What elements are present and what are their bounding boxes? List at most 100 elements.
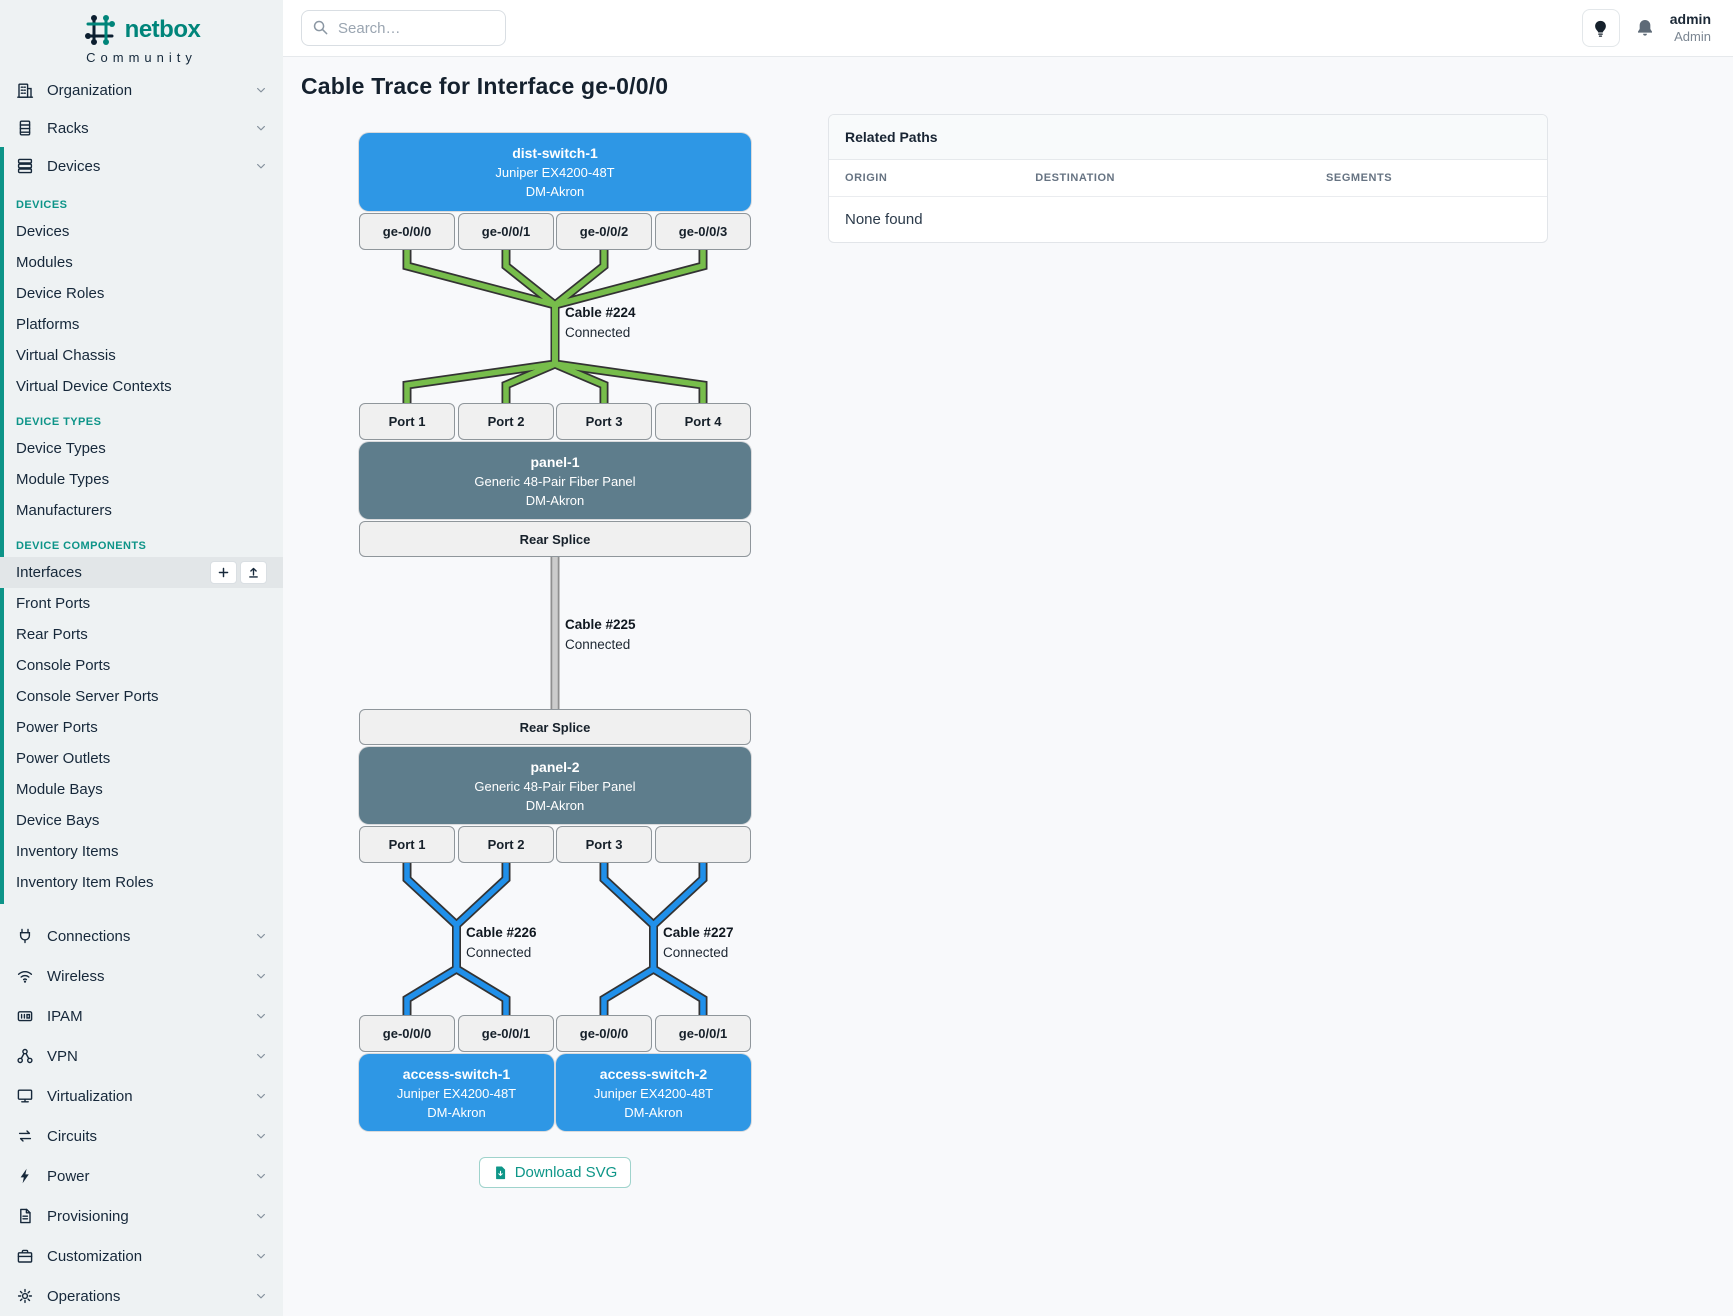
interface-box[interactable]: ge-0/0/2 xyxy=(556,213,652,250)
device-node-dist-switch-1[interactable]: dist-switch-1 Juniper EX4200-48T DM-Akro… xyxy=(359,133,751,211)
rear-splice-box[interactable]: Rear Splice xyxy=(359,521,751,557)
chevron-down-icon xyxy=(255,1170,267,1182)
section-title-device-components: DEVICE COMPONENTS xyxy=(16,540,147,552)
sidebar-item-vpn[interactable]: VPN xyxy=(0,1036,283,1076)
sidebar-item-power[interactable]: Power xyxy=(0,1156,283,1196)
section-title-devices: DEVICES xyxy=(16,199,68,211)
sidebar-item-inventory-item-roles[interactable]: Inventory Item Roles xyxy=(16,874,154,891)
sidebar-item-organization[interactable]: Organization xyxy=(0,71,283,109)
sidebar-item-module-bays[interactable]: Module Bays xyxy=(16,781,103,798)
briefcase-icon xyxy=(16,1247,34,1265)
device-node-access-switch-1[interactable]: access-switch-1 Juniper EX4200-48T DM-Ak… xyxy=(359,1054,554,1131)
bolt-icon xyxy=(16,1167,34,1185)
sidebar-item-devices[interactable]: Devices xyxy=(0,147,283,185)
interface-box[interactable]: ge-0/0/0 xyxy=(556,1015,652,1052)
interface-box[interactable]: ge-0/0/0 xyxy=(359,1015,455,1052)
sidebar-item-module-types[interactable]: Module Types xyxy=(16,471,110,488)
front-port-box[interactable]: Port 2 xyxy=(458,403,554,440)
sidebar-item-virtualization[interactable]: Virtualization xyxy=(0,1076,283,1116)
devices-expanded-group: Devices DEVICES Devices Modules Device R… xyxy=(0,147,283,904)
front-port-box[interactable]: Port 3 xyxy=(556,826,652,863)
sidebar-item-device-roles[interactable]: Device Roles xyxy=(16,285,105,302)
sidebar-item-platforms[interactable]: Platforms xyxy=(16,316,80,333)
front-port-box[interactable]: Port 4 xyxy=(655,403,751,440)
front-port-box[interactable] xyxy=(655,826,751,863)
sidebar-item-virtual-device-contexts[interactable]: Virtual Device Contexts xyxy=(16,378,172,395)
chevron-down-icon xyxy=(255,84,267,96)
sidebar-item-circuits[interactable]: Circuits xyxy=(0,1116,283,1156)
device-node-panel-1[interactable]: panel-1 Generic 48-Pair Fiber Panel DM-A… xyxy=(359,442,751,519)
file-icon xyxy=(493,1165,508,1180)
sidebar-item-inventory-items[interactable]: Inventory Items xyxy=(16,843,119,860)
front-port-box[interactable]: Port 3 xyxy=(556,403,652,440)
cable-label-227[interactable]: Cable #227 Connected xyxy=(663,925,734,960)
sidebar-item-console-server-ports[interactable]: Console Server Ports xyxy=(16,688,159,705)
search-input[interactable] xyxy=(301,10,506,46)
chevron-down-icon xyxy=(255,1090,267,1102)
document-icon xyxy=(16,1207,34,1225)
sidebar-item-devices-list[interactable]: Devices xyxy=(16,223,70,240)
gear-icon xyxy=(16,1287,34,1305)
interface-box[interactable]: ge-0/0/1 xyxy=(458,213,554,250)
brand-community-label: Community xyxy=(86,50,197,65)
sidebar-item-device-bays[interactable]: Device Bays xyxy=(16,812,100,829)
import-interfaces-button[interactable] xyxy=(240,561,267,584)
building-icon xyxy=(16,81,34,99)
user-menu[interactable]: admin Admin xyxy=(1670,11,1711,45)
device-node-panel-2[interactable]: panel-2 Generic 48-Pair Fiber Panel DM-A… xyxy=(359,747,751,824)
sidebar-item-connections[interactable]: Connections xyxy=(0,916,283,956)
sidebar-item-wireless[interactable]: Wireless xyxy=(0,956,283,996)
download-svg-button[interactable]: Download SVG xyxy=(478,1157,632,1188)
sidebar-item-console-ports[interactable]: Console Ports xyxy=(16,657,111,674)
column-header-destination: DESTINATION xyxy=(1019,160,1311,197)
column-header-segments: SEGMENTS xyxy=(1310,160,1547,197)
upload-icon xyxy=(247,566,260,579)
netbox-logo[interactable]: netbox Community xyxy=(0,0,283,71)
interface-box[interactable]: ge-0/0/3 xyxy=(655,213,751,250)
sidebar-item-device-types[interactable]: Device Types xyxy=(16,440,106,457)
cable-227-lines xyxy=(599,860,708,1018)
cable-label-225[interactable]: Cable #225 Connected xyxy=(565,617,636,652)
server-stack-icon xyxy=(16,157,34,175)
cable-trace-diagram: dist-switch-1 Juniper EX4200-48T DM-Akro… xyxy=(359,133,751,1188)
sidebar-item-modules[interactable]: Modules xyxy=(16,254,73,271)
add-interface-button[interactable] xyxy=(210,561,237,584)
empty-state-text: None found xyxy=(845,211,923,228)
front-port-box[interactable]: Port 1 xyxy=(359,403,455,440)
front-port-box[interactable]: Port 1 xyxy=(359,826,455,863)
interface-box[interactable]: ge-0/0/0 xyxy=(359,213,455,250)
theme-toggle-button[interactable] xyxy=(1581,9,1620,47)
ipam-card-icon xyxy=(16,1007,34,1025)
username: admin xyxy=(1669,11,1711,28)
front-port-box[interactable]: Port 2 xyxy=(458,826,554,863)
circuit-icon xyxy=(16,1127,34,1145)
sidebar-item-power-ports[interactable]: Power Ports xyxy=(16,719,98,736)
sidebar-item-virtual-chassis[interactable]: Virtual Chassis xyxy=(16,347,116,364)
related-paths-title: Related Paths xyxy=(829,115,1547,160)
chevron-down-icon xyxy=(255,1130,267,1142)
device-node-access-switch-2[interactable]: access-switch-2 Juniper EX4200-48T DM-Ak… xyxy=(556,1054,751,1131)
rear-splice-box[interactable]: Rear Splice xyxy=(359,709,751,745)
page-content: Cable Trace for Interface ge-0/0/0 xyxy=(283,57,1733,1316)
related-paths-table: ORIGIN DESTINATION SEGMENTS None found xyxy=(829,160,1547,242)
sidebar-item-front-ports[interactable]: Front Ports xyxy=(16,595,91,612)
sidebar-item-ipam[interactable]: IPAM xyxy=(0,996,283,1036)
sidebar-item-operations[interactable]: Operations xyxy=(0,1276,283,1316)
interface-box[interactable]: ge-0/0/1 xyxy=(458,1015,554,1052)
cable-label-226[interactable]: Cable #226 Connected xyxy=(466,925,537,960)
sidebar-item-provisioning[interactable]: Provisioning xyxy=(0,1196,283,1236)
cable-paths-layer xyxy=(402,247,708,1018)
cable-224-lines xyxy=(402,247,708,406)
sidebar-item-racks[interactable]: Racks xyxy=(0,109,283,147)
netbox-logo-icon xyxy=(83,13,117,47)
sidebar-item-rear-ports[interactable]: Rear Ports xyxy=(16,626,88,643)
sidebar-item-power-outlets[interactable]: Power Outlets xyxy=(16,750,111,767)
interface-box[interactable]: ge-0/0/1 xyxy=(655,1015,751,1052)
cable-label-224[interactable]: Cable #224 Connected xyxy=(565,305,636,340)
sidebar-item-manufacturers[interactable]: Manufacturers xyxy=(16,502,112,519)
sidebar-item-interfaces[interactable]: Interfaces xyxy=(0,557,283,588)
notifications-button[interactable] xyxy=(1635,18,1655,38)
sidebar-item-customization[interactable]: Customization xyxy=(0,1236,283,1276)
chevron-down-icon xyxy=(255,1250,267,1262)
network-icon xyxy=(16,1047,34,1065)
